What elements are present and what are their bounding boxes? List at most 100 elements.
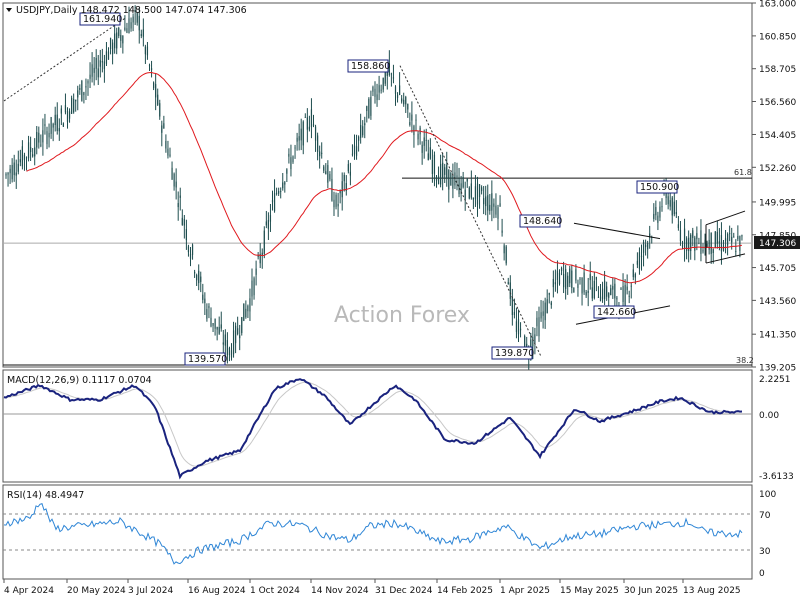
candle-body [390, 73, 392, 75]
level-label: 158.860 [351, 61, 390, 72]
candle-body [5, 173, 7, 176]
candle-body [269, 215, 272, 222]
candle-body [25, 157, 28, 159]
candle-body [27, 142, 30, 159]
candle-body [552, 278, 554, 288]
price-axis-label: 152.260 [759, 164, 796, 174]
candle-body [276, 192, 278, 194]
candle-body [136, 13, 138, 23]
candle-body [739, 236, 741, 251]
candle-body [458, 178, 460, 195]
candle-body [694, 237, 696, 251]
candle-body [243, 303, 245, 321]
candle-body [85, 86, 87, 88]
candle-body [134, 10, 136, 12]
candle-body [214, 318, 216, 329]
candle-body [403, 99, 405, 105]
candle-body [692, 230, 694, 238]
candle-body [731, 236, 733, 243]
candle-body [257, 255, 259, 258]
candle-body [165, 141, 167, 149]
candle-body [573, 287, 575, 293]
candle-body [255, 268, 257, 275]
candle-body [630, 285, 632, 287]
candle-body [343, 174, 345, 182]
candle-body [423, 137, 425, 146]
candle-body [462, 176, 464, 188]
symbol-header-text: USDJPY,Daily 148.472 148.500 147.074 147… [16, 5, 247, 16]
candle-body [87, 80, 89, 84]
candle-body [71, 97, 73, 114]
candle-body [481, 187, 483, 192]
candle-body [124, 27, 126, 30]
candle-body [505, 246, 507, 264]
candle-body [485, 196, 487, 207]
candle-body [593, 281, 595, 299]
price-axis-label: 163.000 [759, 0, 796, 10]
candle-body [396, 94, 399, 98]
candle-body [335, 194, 337, 207]
candle-body [686, 238, 688, 251]
candle-body [93, 67, 95, 73]
candle-body [194, 271, 196, 274]
candle-body [230, 350, 233, 358]
candle-body [622, 286, 624, 302]
candle-body [64, 105, 67, 113]
rsi-panel-frame [2, 484, 753, 580]
candle-body [442, 162, 444, 178]
rsi-line [3, 502, 743, 565]
candle-body [19, 159, 21, 163]
candle-body [636, 260, 638, 265]
level-label: 148.640 [523, 216, 562, 227]
candle-body [103, 61, 105, 70]
candle-body [554, 282, 556, 285]
candle-body [79, 88, 81, 90]
candle-body [509, 282, 511, 299]
candle-body [548, 293, 550, 295]
macd-title: MACD(12,26,9) 0.1117 0.0704 [7, 375, 152, 386]
candle-body [97, 68, 99, 78]
candle-body [587, 290, 589, 293]
candle-body [507, 282, 509, 284]
candle-body [163, 123, 165, 129]
chevron-down-icon[interactable] [6, 8, 12, 12]
candle-body [470, 183, 472, 198]
candle-body [645, 244, 647, 248]
candle-body [642, 241, 645, 253]
candle-body [526, 343, 528, 347]
candle-body [177, 203, 179, 208]
candle-body [659, 206, 661, 218]
candle-body [56, 114, 58, 131]
candle-body [341, 181, 343, 198]
candle-body [138, 15, 140, 31]
candle-body [77, 90, 79, 98]
candle-body [312, 124, 315, 126]
candle-body [142, 29, 144, 37]
candle-body [99, 60, 101, 67]
candle-body [421, 144, 423, 153]
candle-body [95, 57, 97, 69]
price-axis-label: 149.995 [759, 198, 796, 208]
candle-body [710, 232, 712, 254]
candle-body [118, 27, 120, 36]
candle-body [702, 249, 704, 252]
candle-body [116, 32, 118, 49]
fib-upper-label: 61.8 [734, 168, 752, 177]
candle-body [378, 85, 380, 93]
candle-body [464, 189, 466, 200]
candle-body [696, 233, 698, 240]
candle-body [591, 287, 593, 299]
candle-body [267, 219, 269, 229]
candle-body [73, 99, 75, 113]
candle-body [460, 183, 462, 194]
candle-body [581, 277, 583, 294]
candle-body [394, 86, 397, 94]
candle-body [23, 154, 26, 161]
candle-body [153, 82, 155, 89]
candle-body [712, 249, 714, 253]
candle-body [273, 192, 276, 212]
candle-body [358, 136, 360, 141]
candle-body [351, 153, 354, 155]
candle-body [499, 203, 501, 207]
candle-body [329, 174, 331, 180]
